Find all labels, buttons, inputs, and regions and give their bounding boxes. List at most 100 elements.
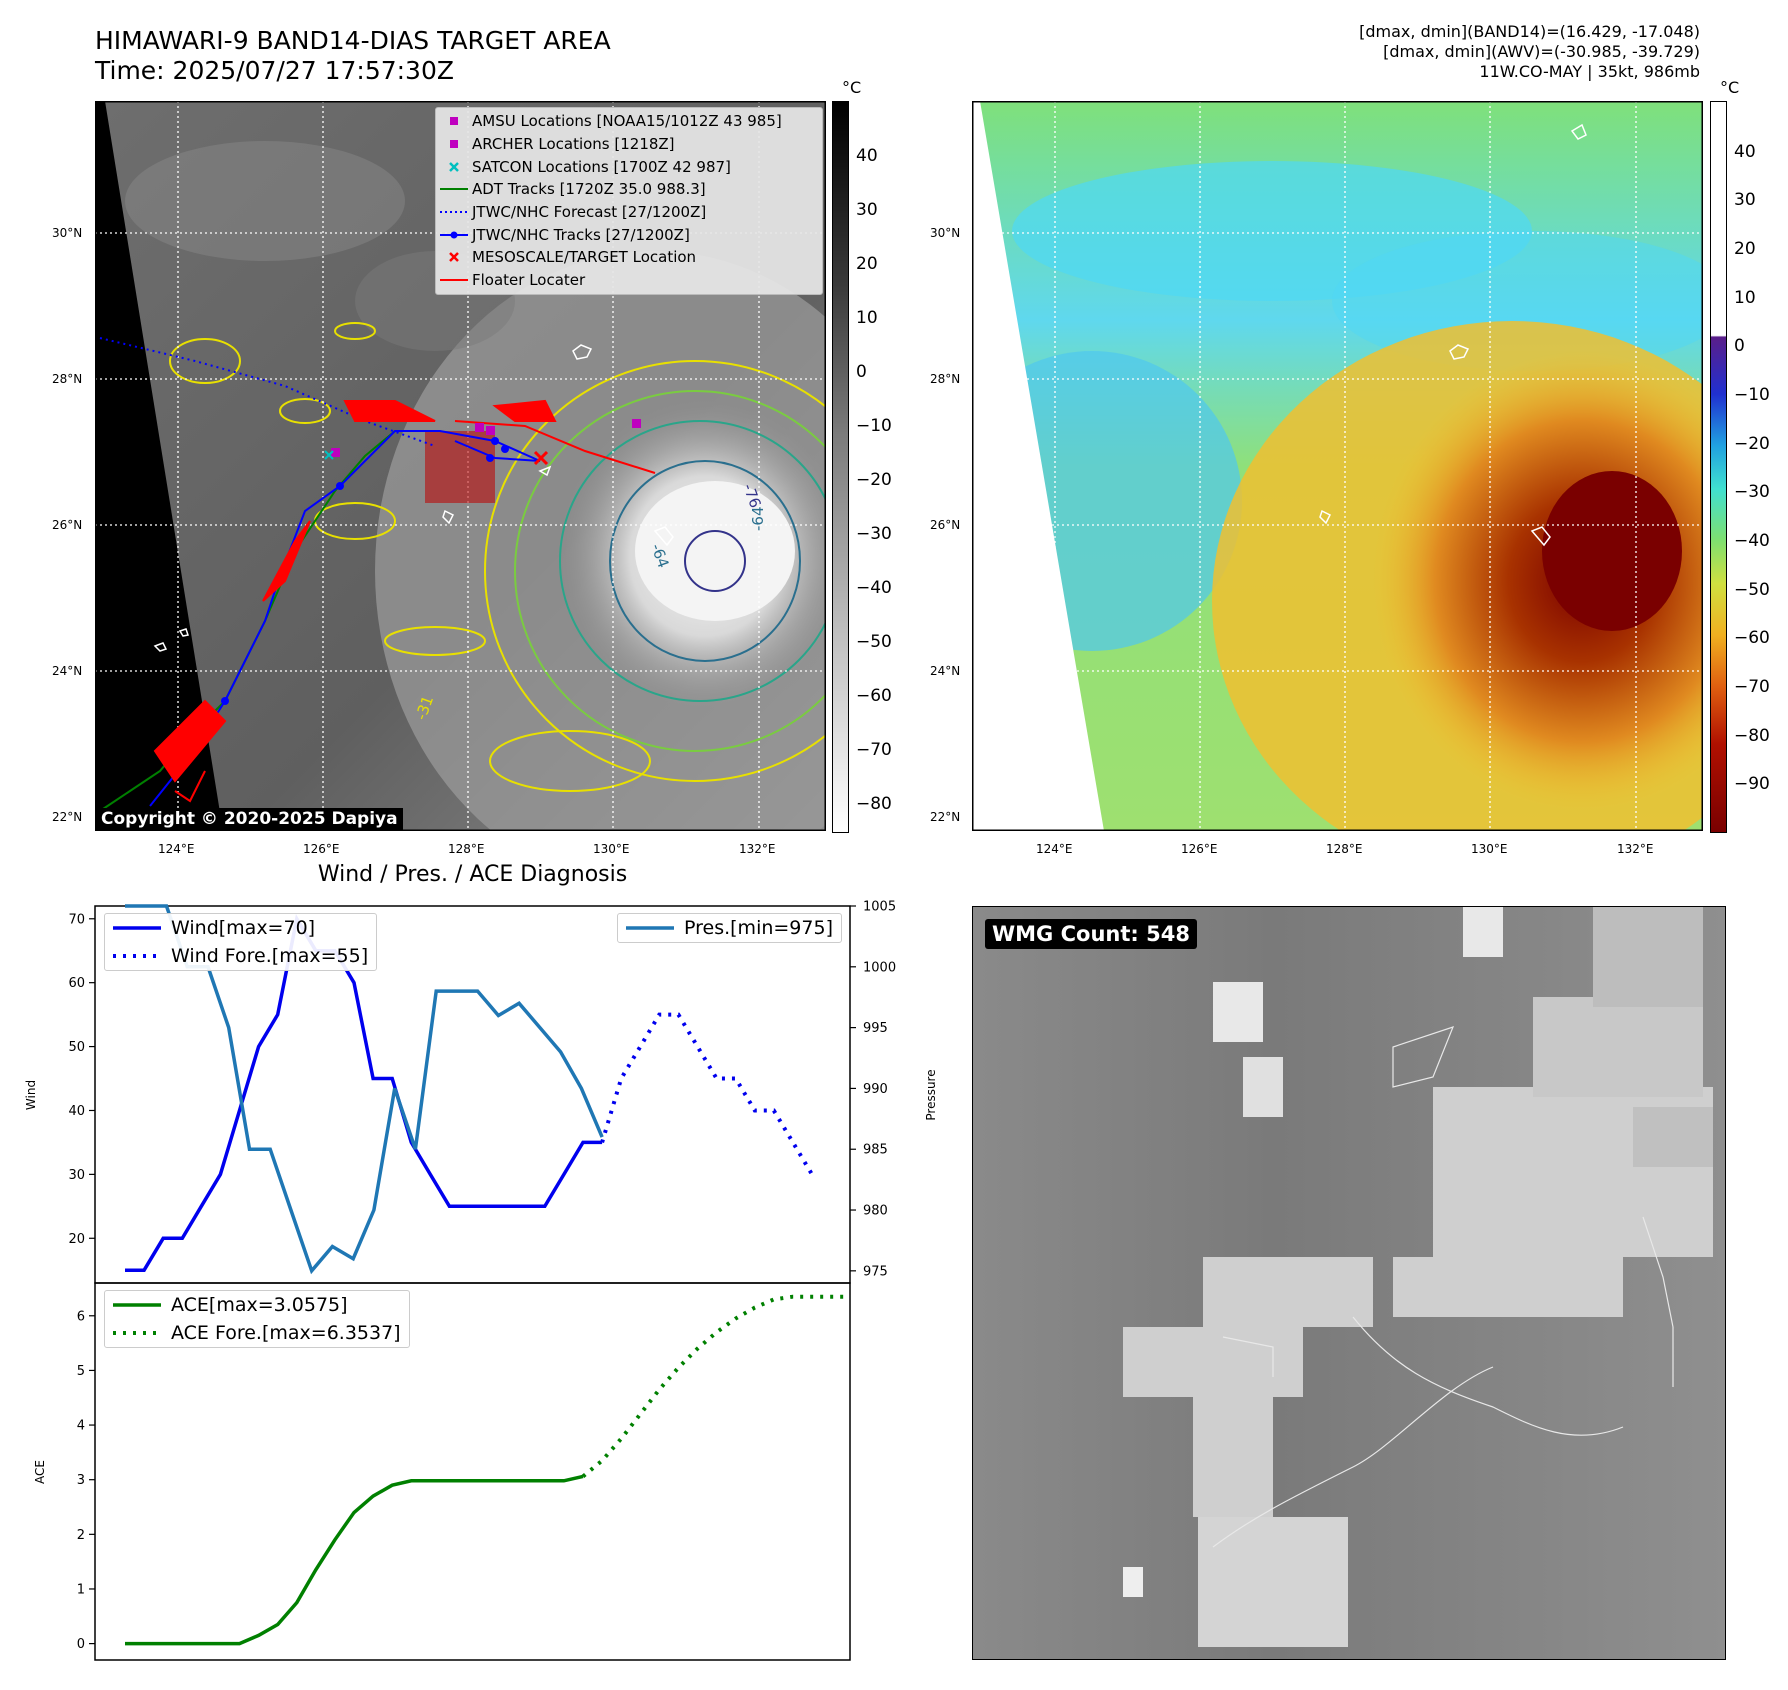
ace-tick-label: 6	[77, 1309, 85, 1324]
colorbar-wv	[1710, 101, 1727, 833]
colorbar2-unit: °C	[1720, 78, 1740, 97]
lon-label-124: 124°E	[158, 842, 195, 856]
cb2-tick-m10: −10	[1734, 385, 1770, 405]
cb2-tick-m20: −20	[1734, 434, 1770, 454]
legend-item-archer: ARCHER Locations [1218Z]	[436, 133, 822, 156]
wv-lat-label-28: 28°N	[930, 372, 961, 386]
pressure-tick-label: 985	[863, 1143, 888, 1158]
cb1-tick-m10: −10	[856, 416, 892, 436]
wv-lon-label-132: 132°E	[1617, 842, 1654, 856]
wv-lon-label-130: 130°E	[1471, 842, 1508, 856]
pressure-tick-label: 990	[863, 1082, 888, 1097]
info-line-1: [dmax, dmin](BAND14)=(16.429, -17.048)	[1359, 22, 1700, 41]
cb1-tick-0: 0	[856, 362, 867, 382]
cb1-tick-10: 10	[856, 308, 878, 328]
wv-lon-label-124: 124°E	[1036, 842, 1073, 856]
ace-ticks: 0 1 2 3 4 5 6	[77, 1309, 95, 1652]
legend-item-tracks: JTWC/NHC Tracks [27/1200Z]	[436, 223, 822, 246]
ace-tick-label: 1	[77, 1582, 85, 1597]
ace-tick-label: 3	[77, 1473, 85, 1488]
pressure-legend: Pres.[min=975]	[617, 913, 842, 943]
legend-wind: Wind[max=70]	[113, 917, 316, 939]
chart-title: HIMAWARI-9 BAND14-DIAS TARGET AREA	[95, 26, 611, 55]
lat-label-30: 30°N	[52, 226, 83, 240]
legend-pressure: Pres.[min=975]	[626, 917, 833, 939]
cb1-tick-m60: −60	[856, 686, 892, 706]
wind-tick-label: 30	[68, 1168, 85, 1183]
cb2-tick-m90: −90	[1734, 774, 1770, 794]
ace-legend: ACE[max=3.0575] ACE Fore.[max=6.3537]	[104, 1290, 410, 1348]
cb2-tick-m50: −50	[1734, 580, 1770, 600]
ace-tick-label: 2	[77, 1528, 85, 1543]
cb2-tick-m70: −70	[1734, 677, 1770, 697]
copyright-label: Copyright © 2020-2025 Dapiya	[96, 808, 403, 830]
legend-item-satcon: SATCON Locations [1700Z 42 987]	[436, 155, 822, 178]
lat-label-22: 22°N	[52, 810, 83, 824]
wind-series-line	[125, 913, 603, 1272]
cb2-tick-m80: −80	[1734, 726, 1770, 746]
cb2-tick-30: 30	[1734, 190, 1756, 210]
wv-lat-label-22: 22°N	[930, 810, 961, 824]
lon-label-128: 128°E	[448, 842, 485, 856]
ace-tick-label: 4	[77, 1419, 85, 1434]
pressure-ticks: 975 980 985 990 995 1000 1005	[850, 900, 896, 1279]
wind-tick-label: 70	[68, 912, 85, 927]
cb1-tick-m70: −70	[856, 740, 892, 760]
cb2-tick-20: 20	[1734, 239, 1756, 259]
ace-series-line	[125, 1474, 584, 1646]
map-legend: AMSU Locations [NOAA15/1012Z 43 985] ARC…	[435, 107, 823, 295]
ace-axes-frame	[94, 1282, 851, 1661]
wv-map-panel	[942, 101, 1788, 881]
wv-lat-label-24: 24°N	[930, 664, 961, 678]
pressure-tick-label: 1005	[863, 900, 896, 915]
wmg-count-badge: WMG Count: 548	[985, 919, 1197, 949]
wmg-image	[973, 907, 1725, 1659]
cb2-tick-40: 40	[1734, 142, 1756, 162]
colorbar-unit: °C	[842, 78, 862, 97]
cb1-tick-40: 40	[856, 146, 878, 166]
cb1-tick-20: 20	[856, 254, 878, 274]
lon-label-126: 126°E	[303, 842, 340, 856]
wind-ticks: 20 30 40 50 60 70	[68, 912, 95, 1247]
ace-forecast-series-line	[581, 1294, 851, 1478]
lat-label-24: 24°N	[52, 664, 83, 678]
legend-ace: ACE[max=3.0575]	[113, 1294, 348, 1316]
cb1-tick-m40: −40	[856, 578, 892, 598]
pressure-tick-label: 995	[863, 1021, 888, 1036]
cb2-tick-m40: −40	[1734, 531, 1770, 551]
cb2-tick-m30: −30	[1734, 482, 1770, 502]
wv-lat-label-26: 26°N	[930, 518, 961, 532]
ace-tick-label: 0	[77, 1637, 85, 1652]
legend-item-amsu: AMSU Locations [NOAA15/1012Z 43 985]	[436, 110, 822, 133]
ir-map-panel: -64 -76 -64 -31 Copyright © 2020-2025 Da…	[95, 101, 935, 891]
cb1-tick-m20: −20	[856, 470, 892, 490]
cb1-tick-m80: −80	[856, 794, 892, 814]
legend-ace-fore: ACE Fore.[max=6.3537]	[113, 1322, 401, 1344]
legend-item-adt: ADT Tracks [1720Z 35.0 988.3]	[440, 180, 706, 199]
wind-tick-label: 20	[68, 1232, 85, 1247]
info-line-3: 11W.CO-MAY | 35kt, 986mb	[1479, 62, 1700, 81]
diagnosis-chart: 20 30 40 50 60 70 975 980 985 990 995 1000 1005 0 1 2…	[24, 900, 938, 1661]
lon-label-130: 130°E	[593, 842, 630, 856]
cb2-tick-0: 0	[1734, 336, 1745, 356]
wv-lat-label-30: 30°N	[930, 226, 961, 240]
wind-tick-label: 40	[68, 1104, 85, 1119]
wv-lon-label-126: 126°E	[1181, 842, 1218, 856]
info-line-2: [dmax, dmin](AWV)=(-30.985, -39.729)	[1383, 42, 1700, 61]
lat-label-28: 28°N	[52, 372, 83, 386]
pressure-tick-label: 975	[863, 1264, 888, 1279]
cb1-tick-30: 30	[856, 200, 878, 220]
legend-item-forecast: JTWC/NHC Forecast [27/1200Z]	[440, 203, 707, 222]
wind-legend: Wind[max=70] Wind Fore.[max=55]	[104, 913, 378, 971]
lat-label-26: 26°N	[52, 518, 83, 532]
chart-subtitle-time: Time: 2025/07/27 17:57:30Z	[95, 56, 454, 85]
wv-map	[942, 101, 1788, 881]
colorbar-gray	[832, 101, 849, 833]
cb2-tick-m60: −60	[1734, 628, 1770, 648]
contour-label-3: -64	[749, 507, 767, 532]
legend-wind-fore: Wind Fore.[max=55]	[113, 945, 369, 967]
lon-label-132: 132°E	[739, 842, 776, 856]
wind-ylabel: Wind	[24, 1080, 38, 1110]
cb2-tick-10: 10	[1734, 288, 1756, 308]
pressure-ylabel: Pressure	[924, 1069, 938, 1120]
